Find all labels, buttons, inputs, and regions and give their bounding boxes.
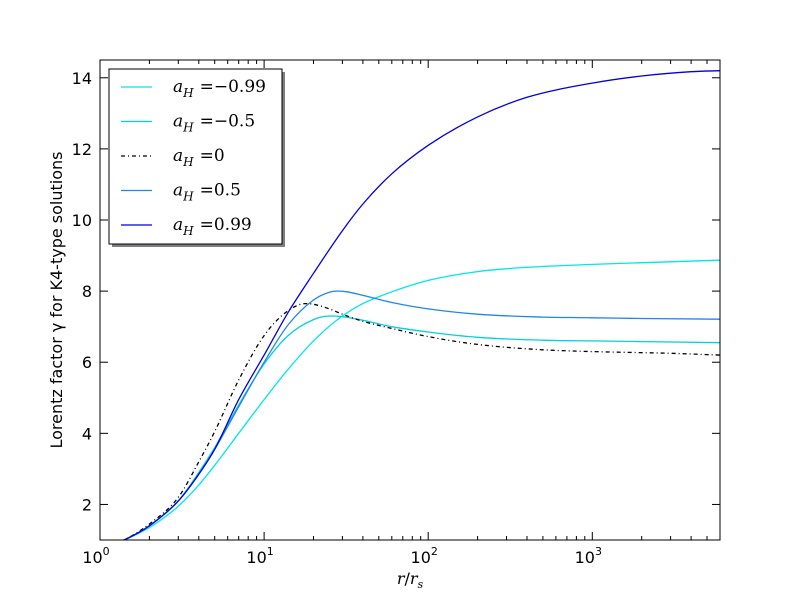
y-axis-label: Lorentz factor γ for K4-type solutions: [47, 152, 66, 449]
y-tick-label: 12: [72, 140, 92, 159]
legend-box: [108, 68, 283, 245]
legend-label-equals: =: [200, 112, 214, 132]
legend-label: aH =−0.5: [173, 112, 255, 135]
legend-label-a: a: [173, 181, 183, 201]
legend-label-subscript: H: [182, 155, 194, 169]
y-tick-label: 10: [72, 211, 92, 230]
x-tick-base: 10: [411, 548, 431, 567]
series-line-4: [122, 70, 720, 540]
legend-label-subscript: H: [182, 190, 194, 204]
y-tick-label: 8: [82, 282, 92, 301]
legend-label-equals: =: [200, 215, 214, 235]
y-tick-label: 14: [72, 69, 92, 88]
x-label-slash: /: [404, 569, 410, 588]
x-tick-label: 100: [82, 545, 109, 567]
x-tick-label: 102: [411, 545, 438, 567]
y-tick-label: 4: [82, 424, 92, 443]
legend-label-value: 0.5: [214, 181, 241, 201]
series-layer: [122, 70, 720, 540]
x-label-rs: r: [410, 569, 419, 588]
x-tick-base: 10: [246, 548, 266, 567]
x-label-r: r: [397, 569, 406, 588]
series-line-2: [122, 302, 720, 540]
legend-label-subscript: H: [182, 224, 194, 238]
legend-label: aH =0.99: [173, 215, 252, 238]
plot-frame: [99, 59, 721, 541]
x-tick-base: 10: [575, 548, 595, 567]
legend-label-value: −0.5: [214, 112, 255, 132]
legend-label-value: −0.99: [214, 77, 266, 97]
x-label-subscript: s: [418, 578, 424, 591]
y-tick-label: 6: [82, 353, 92, 372]
legend-label-a: a: [173, 112, 183, 132]
x-tick-exponent: 2: [431, 545, 438, 558]
x-tick-exponent: 0: [103, 545, 110, 558]
legend-label-equals: =: [200, 146, 214, 166]
legend-label: aH =0.5: [173, 181, 241, 204]
y-tick-label: 2: [82, 495, 92, 514]
legend-label-a: a: [173, 77, 183, 97]
x-tick-exponent: 3: [595, 545, 602, 558]
legend-label-a: a: [173, 215, 183, 235]
legend-label: aH =−0.99: [173, 77, 266, 100]
legend-label-value: 0: [214, 146, 225, 166]
series-line-0: [122, 259, 720, 540]
x-tick-label: 101: [246, 545, 273, 567]
legend-label-a: a: [173, 146, 183, 166]
x-axis-label: r/rs: [397, 569, 424, 591]
x-tick-label: 103: [575, 545, 602, 567]
legend-label-subscript: H: [182, 86, 194, 100]
legend-label-equals: =: [200, 181, 214, 201]
legend-label-equals: =: [200, 77, 214, 97]
x-tick-base: 10: [82, 548, 102, 567]
legend-label: aH =0: [173, 146, 225, 169]
legend-label-value: 0.99: [214, 215, 252, 235]
legend-label-subscript: H: [182, 121, 194, 135]
x-tick-exponent: 1: [267, 545, 274, 558]
